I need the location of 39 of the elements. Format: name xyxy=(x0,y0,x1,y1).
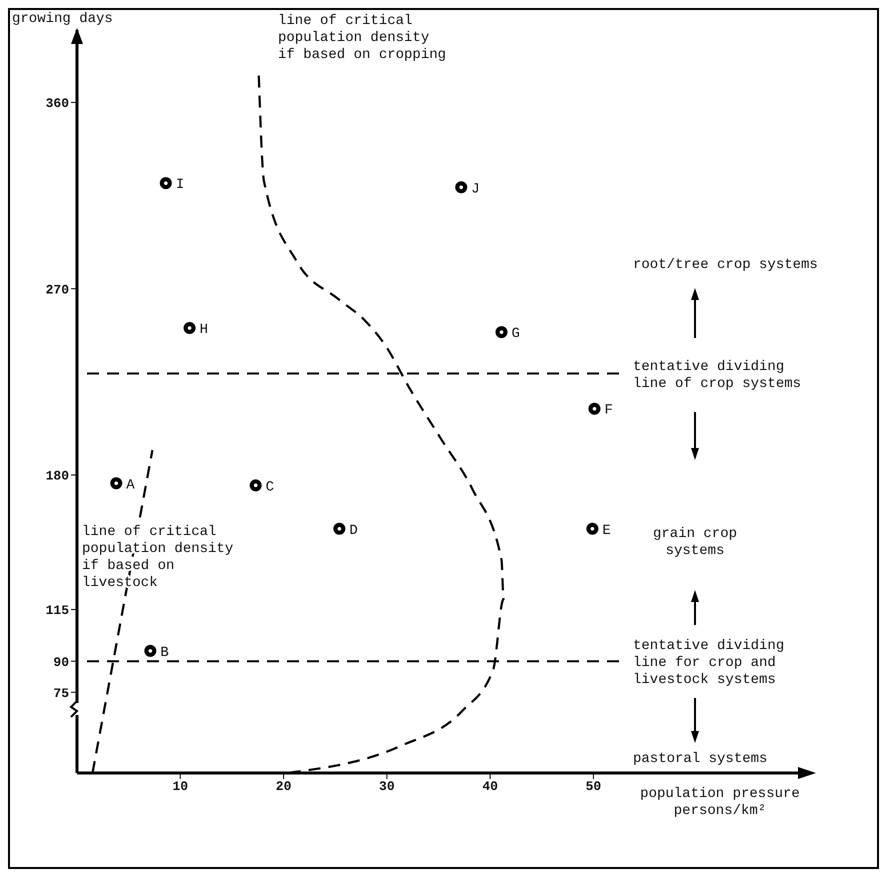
annotation: root/tree crop systems xyxy=(633,257,818,273)
x-tick-label: 30 xyxy=(379,779,395,794)
point xyxy=(586,522,598,535)
series-label: J xyxy=(471,181,480,198)
series-label: H xyxy=(200,322,208,338)
ref-line-label: tentative dividing line of crop systems xyxy=(633,359,802,392)
point xyxy=(184,322,196,334)
series-label: C xyxy=(266,479,274,496)
y-tick-label: 270 xyxy=(46,282,70,298)
point xyxy=(588,402,600,415)
annotation: pastoral systems xyxy=(633,751,768,767)
y-axis-title: growing days xyxy=(12,11,113,27)
x-tick-label: 50 xyxy=(586,779,602,794)
y-tick-label: 90 xyxy=(53,654,70,670)
point xyxy=(455,181,468,194)
y-tick-label: 75 xyxy=(53,686,70,701)
x-tick-label: 20 xyxy=(276,779,292,794)
point xyxy=(160,177,172,190)
x-tick-label: 40 xyxy=(482,779,498,794)
series-label: I xyxy=(176,177,184,194)
annotation: grain crop systems xyxy=(652,526,738,559)
point xyxy=(333,522,346,535)
series-label: F xyxy=(604,402,613,419)
y-tick-label: 360 xyxy=(46,96,70,112)
y-tick-label: 180 xyxy=(46,468,70,484)
series-label: B xyxy=(160,644,169,661)
point xyxy=(496,326,508,338)
annotation: line of critical population density if based on cropping xyxy=(278,13,446,63)
series-label: G xyxy=(512,326,520,342)
x-axis-title: population pressure persons/km² xyxy=(640,786,800,819)
point xyxy=(144,644,156,657)
x-tick-label: 10 xyxy=(172,779,188,794)
series-label: D xyxy=(349,522,358,539)
point xyxy=(110,477,122,490)
series-label: E xyxy=(602,522,611,539)
ref-line-label: tentative dividing line for crop and livestock systems xyxy=(633,638,784,688)
y-tick-label: 115 xyxy=(46,603,70,618)
point xyxy=(250,479,262,492)
series-label: A xyxy=(126,477,136,494)
